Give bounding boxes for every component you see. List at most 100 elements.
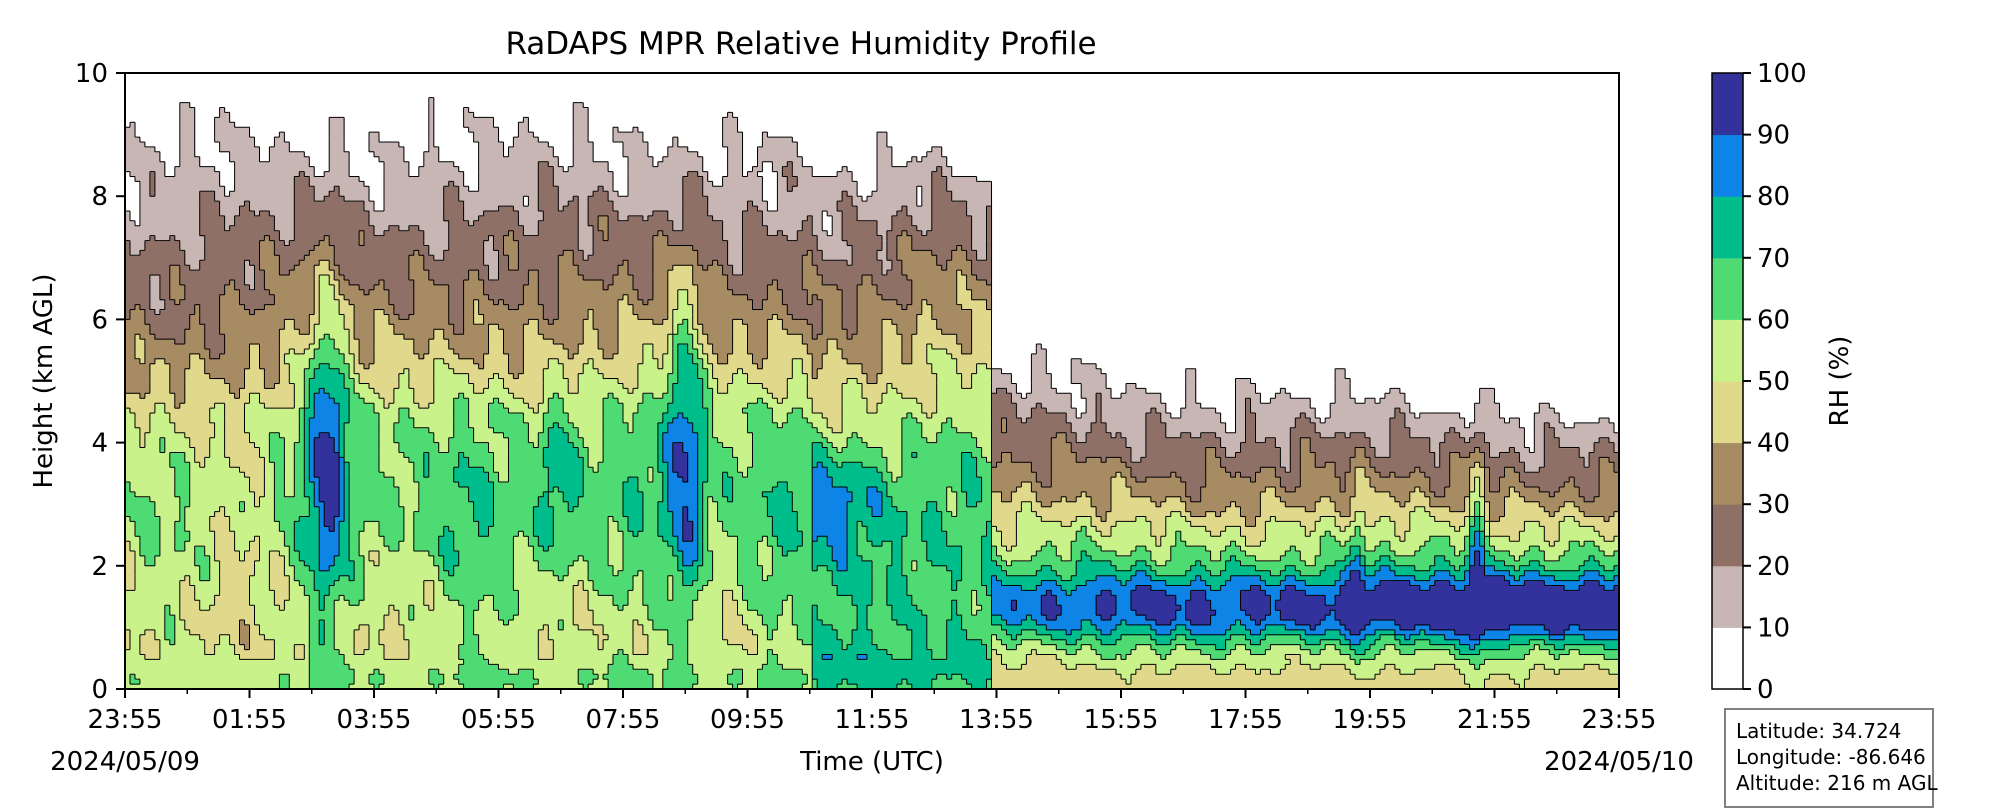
contour-cell <box>1250 546 1257 557</box>
contour-cell <box>428 97 435 256</box>
contour-cell <box>1554 560 1560 572</box>
contour-cell <box>886 230 893 261</box>
contour-cell <box>1046 521 1052 542</box>
contour-cell <box>966 639 973 685</box>
contour-cell <box>1250 383 1257 414</box>
contour-cell <box>523 324 529 404</box>
contour-cell <box>1280 590 1286 621</box>
contour-cell <box>961 353 968 389</box>
contour-cell <box>613 521 619 577</box>
contour-cell <box>1205 447 1212 513</box>
contour-cell <box>1066 393 1072 424</box>
contour-cell <box>548 427 554 493</box>
contour-cell <box>623 260 629 296</box>
contour-cell <box>1489 575 1496 631</box>
contour-cell <box>1419 437 1426 473</box>
contour-cell <box>1454 511 1461 532</box>
contour-cell <box>916 206 923 232</box>
contour-cell <box>961 491 968 631</box>
contour-cell <box>129 491 136 523</box>
contour-cell <box>1534 413 1540 473</box>
contour-cell <box>852 629 858 685</box>
contour-cell <box>354 373 360 394</box>
contour-cell <box>269 294 275 306</box>
contour-cell <box>1459 654 1466 661</box>
contour-cell <box>1145 393 1152 414</box>
contour-cell <box>1494 560 1501 572</box>
contour-cell <box>1036 501 1042 518</box>
contour-cell <box>1325 496 1331 518</box>
contour-cell <box>418 427 425 552</box>
contour-cell <box>548 546 554 572</box>
contour-cell <box>289 270 295 320</box>
contour-cell <box>1370 644 1376 661</box>
contour-cell <box>1275 521 1281 562</box>
contour-cell <box>857 196 863 222</box>
contour-cell <box>1215 516 1222 537</box>
contour-cell <box>1285 629 1291 636</box>
contour-cell <box>1305 585 1311 596</box>
contour-cell <box>334 600 340 651</box>
contour-cell <box>1081 644 1087 665</box>
contour-cell <box>787 551 793 596</box>
contour-cell <box>1225 432 1232 458</box>
contour-cell <box>149 275 156 311</box>
contour-cell <box>1504 674 1511 690</box>
contour-cell <box>707 215 714 266</box>
contour-cell <box>946 570 953 621</box>
contour-cell <box>503 304 510 355</box>
contour-cell <box>164 176 171 242</box>
contour-cell <box>1175 624 1182 636</box>
contour-cell <box>1155 624 1162 636</box>
contour-cell <box>1041 348 1047 409</box>
contour-cell <box>1374 629 1381 641</box>
contour-cell <box>827 457 833 478</box>
contour-cell <box>1360 555 1366 567</box>
contour-cell <box>1434 506 1441 523</box>
contour-cell <box>468 191 475 227</box>
x-tick-label: 23:55 <box>1582 705 1657 735</box>
contour-cell <box>1454 649 1461 661</box>
contour-cell <box>1479 649 1486 665</box>
contour-cell <box>1200 654 1207 665</box>
contour-cell <box>677 245 684 266</box>
contour-cell <box>881 319 888 394</box>
contour-cell <box>1011 669 1018 690</box>
colorbar-swatch <box>1712 565 1743 628</box>
contour-cell <box>692 560 699 582</box>
contour-cell <box>344 422 350 463</box>
contour-cell <box>672 383 679 419</box>
contour-cell <box>563 348 569 380</box>
contour-cell <box>1330 585 1336 606</box>
contour-cell <box>752 363 759 385</box>
contour-cell <box>1464 555 1471 572</box>
contour-cell <box>886 496 893 542</box>
contour-cell <box>886 260 893 271</box>
contour-cell <box>832 447 838 463</box>
contour-cell <box>847 491 853 503</box>
contour-cell <box>896 684 903 690</box>
contour-cell <box>727 265 734 291</box>
contour-cell <box>548 358 554 399</box>
contour-cell <box>558 398 564 429</box>
contour-cell <box>1135 624 1142 636</box>
contour-cell <box>1489 491 1496 523</box>
contour-cell <box>1135 560 1142 572</box>
contour-cell <box>1394 501 1401 537</box>
contour-cell <box>1061 639 1067 651</box>
contour-cell <box>458 334 465 360</box>
contour-cell <box>234 654 241 690</box>
contour-cell <box>1220 659 1227 675</box>
contour-cell <box>269 304 275 389</box>
contour-cell <box>1295 506 1301 523</box>
contour-cell <box>398 334 405 375</box>
contour-cell <box>488 427 495 454</box>
contour-cell <box>1559 486 1565 508</box>
contour-cell <box>488 482 495 527</box>
contour-cell <box>1335 432 1341 478</box>
contour-cell <box>1379 580 1386 621</box>
contour-cell <box>1260 639 1267 656</box>
contour-cell <box>886 146 893 232</box>
contour-cell <box>1459 565 1466 582</box>
